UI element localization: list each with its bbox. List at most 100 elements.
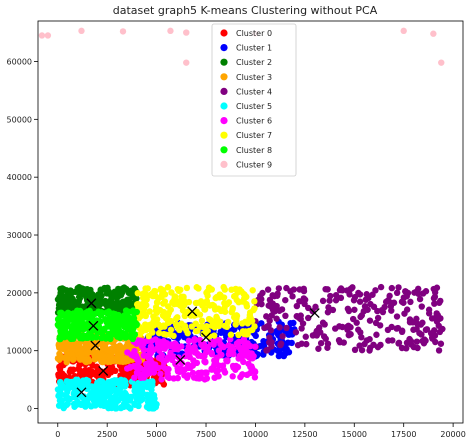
data-point [229, 362, 237, 370]
data-point [69, 356, 77, 363]
data-point [139, 395, 147, 403]
legend-item: Cluster 5 [220, 102, 272, 111]
data-point [139, 339, 146, 347]
data-point [239, 298, 246, 305]
data-point [76, 295, 84, 302]
data-point [400, 27, 407, 35]
data-point [282, 349, 290, 357]
data-point [271, 292, 278, 300]
data-point [133, 369, 141, 376]
data-point [201, 306, 208, 313]
data-point [116, 356, 124, 363]
data-point [178, 359, 185, 367]
centroid-marker [88, 320, 99, 331]
data-point [114, 333, 121, 340]
data-point [240, 330, 248, 338]
data-point [240, 336, 248, 343]
data-point [132, 363, 140, 371]
x-tick-label: 2500 [97, 430, 117, 439]
data-point [141, 310, 148, 318]
data-point [179, 368, 186, 375]
data-point [114, 300, 122, 307]
data-point [44, 32, 52, 39]
data-point [433, 313, 440, 320]
data-point [305, 314, 312, 322]
data-point [129, 321, 137, 328]
data-point [410, 343, 418, 351]
data-point [157, 370, 164, 377]
data-point [233, 317, 240, 324]
data-point [288, 339, 295, 347]
plot-frame [37, 20, 464, 424]
data-point [258, 295, 265, 303]
data-point [155, 321, 162, 328]
data-point [157, 285, 164, 293]
data-point [112, 393, 119, 400]
data-point [435, 322, 442, 329]
data-point [155, 338, 163, 345]
data-point [122, 358, 129, 365]
data-point [78, 393, 86, 401]
data-point [389, 337, 396, 344]
data-point [393, 325, 400, 332]
data-point [276, 307, 283, 314]
data-point [188, 323, 196, 330]
data-point [85, 287, 92, 294]
centroids [76, 298, 320, 398]
data-point [332, 325, 339, 332]
data-point [144, 366, 151, 374]
data-point [79, 333, 87, 341]
data-point [88, 313, 96, 320]
data-point [183, 59, 190, 66]
x-tick-label: 5000 [146, 430, 166, 439]
data-point [79, 290, 87, 297]
data-point [142, 285, 149, 292]
data-point [388, 284, 396, 292]
data-point [85, 292, 92, 299]
data-point [381, 303, 388, 311]
data-point [267, 302, 274, 310]
data-point [362, 296, 369, 303]
data-point [361, 303, 369, 310]
series-cluster-8 [54, 307, 140, 343]
data-point [234, 363, 242, 371]
data-point [102, 340, 109, 348]
data-point [96, 318, 103, 325]
data-point [264, 286, 272, 293]
data-point [248, 350, 255, 357]
data-point [239, 349, 246, 357]
x-tick-label: 12500 [292, 430, 317, 439]
data-point [162, 331, 170, 338]
data-point [59, 344, 66, 351]
data-point [275, 285, 283, 292]
data-point [176, 326, 183, 334]
data-point [76, 370, 84, 378]
data-point [221, 329, 228, 337]
data-point [239, 320, 246, 327]
data-point [370, 341, 377, 349]
data-point [76, 341, 83, 349]
data-point [190, 374, 198, 381]
legend-label: Cluster 1 [236, 44, 272, 53]
y-tick-label: 50000 [7, 115, 32, 124]
data-point [143, 361, 151, 369]
data-point [216, 336, 223, 344]
data-point [131, 374, 138, 381]
data-point [67, 335, 75, 343]
legend-item: Cluster 8 [220, 146, 272, 155]
legend-label: Cluster 9 [236, 160, 272, 169]
data-point [229, 373, 236, 380]
legend-item: Cluster 0 [220, 29, 272, 38]
data-point [167, 349, 174, 357]
data-point [162, 365, 169, 372]
data-point [418, 303, 425, 310]
data-point [152, 292, 159, 300]
data-point [161, 298, 169, 305]
data-point [377, 341, 384, 349]
data-point [345, 307, 353, 315]
data-point [204, 329, 211, 337]
data-point [184, 372, 192, 379]
data-point [246, 309, 254, 316]
data-point [312, 330, 319, 338]
data-point [117, 382, 124, 389]
